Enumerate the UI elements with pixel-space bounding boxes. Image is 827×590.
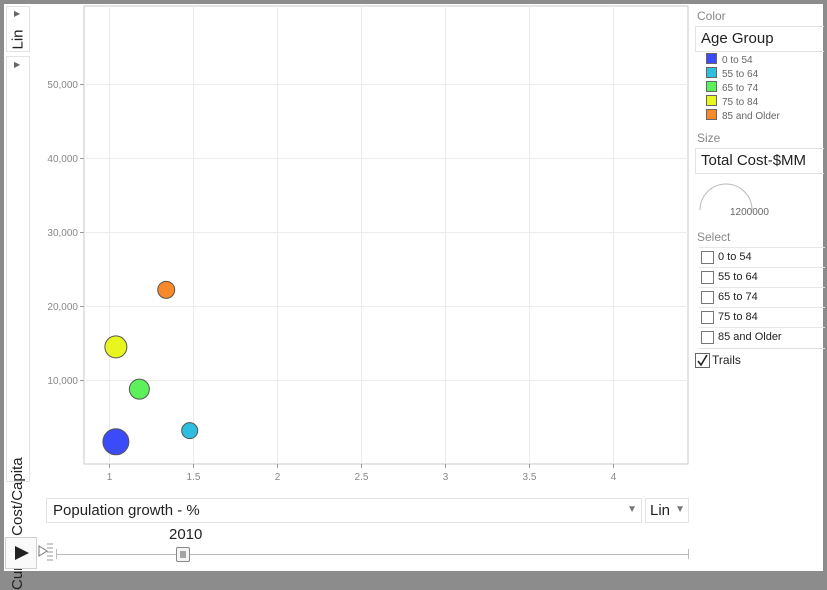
select-checkbox[interactable] <box>701 271 714 284</box>
legend-item[interactable]: 55 to 64 <box>706 67 759 80</box>
size-scale-arc <box>699 183 753 211</box>
y-tick-label: 20,000 <box>47 302 78 313</box>
legend-swatch <box>706 67 717 78</box>
y-tick-label: 50,000 <box>47 80 78 91</box>
legend-item[interactable]: 65 to 74 <box>706 81 759 94</box>
legend-label: 0 to 54 <box>722 55 753 66</box>
select-label: 85 and Older <box>718 331 782 343</box>
select-item[interactable]: 85 and Older <box>699 327 825 347</box>
select-checkbox[interactable] <box>701 291 714 304</box>
x-scale-value: Lin <box>650 502 671 519</box>
x-tick-label: 3 <box>443 472 449 483</box>
legend-item[interactable]: 0 to 54 <box>706 53 753 66</box>
size-heading: Size <box>697 131 721 145</box>
data-point <box>157 280 176 299</box>
select-label: 0 to 54 <box>718 251 752 263</box>
legend-label: 75 to 84 <box>722 97 759 108</box>
data-point <box>128 378 150 400</box>
speed-icon <box>38 543 53 561</box>
y-tick-label: 40,000 <box>47 154 78 165</box>
x-tick-label: 3.5 <box>523 472 537 483</box>
legend-swatch <box>706 109 717 120</box>
legend-swatch <box>706 95 717 106</box>
select-checkbox[interactable] <box>701 331 714 344</box>
size-scale-label: 1200000 <box>730 207 769 218</box>
timeline-track-end-left <box>56 549 57 559</box>
data-point <box>102 428 130 456</box>
check-icon <box>697 354 708 367</box>
timeline-slider-thumb[interactable] <box>176 547 191 562</box>
select-item[interactable]: 55 to 64 <box>699 267 825 287</box>
data-point <box>181 422 199 440</box>
legend-label: 85 and Older <box>722 111 780 122</box>
y-tick-label: 30,000 <box>47 228 78 239</box>
x-tick-label: 1.5 <box>187 472 201 483</box>
chevron-right-icon: ▶ <box>14 9 21 18</box>
y-tick-label: 10,000 <box>47 376 78 387</box>
chevron-down-icon: ▼ <box>675 504 685 515</box>
select-checkbox[interactable] <box>701 251 714 264</box>
y-axis-dropdown[interactable]: ▶ Current Cost/Capita <box>6 56 30 590</box>
select-list-bottom <box>699 348 825 349</box>
speed-control[interactable] <box>38 542 54 562</box>
select-label: 75 to 84 <box>718 311 758 323</box>
x-axis-dropdown[interactable]: Population growth - % ▼ <box>46 498 642 523</box>
legend-label: 55 to 64 <box>722 69 759 80</box>
select-checkbox[interactable] <box>701 311 714 324</box>
motion-chart: ▶ Lin ▶ Current Cost/Capita 10,000 20,000… <box>4 4 825 590</box>
x-tick-label: 2.5 <box>355 472 369 483</box>
color-dropdown[interactable]: Age Group <box>695 26 824 52</box>
timeline-track[interactable] <box>56 554 688 555</box>
x-tick-label: 4 <box>611 472 617 483</box>
play-icon <box>15 546 29 560</box>
scatter-chart: 10,000 20,000 30,000 40,000 50,000 1 1.5 2 2.5 3 3… <box>47 5 689 483</box>
color-dropdown-value: Age Group <box>701 30 774 47</box>
legend-swatch <box>706 53 717 64</box>
trails-label: Trails <box>712 353 741 367</box>
legend-item[interactable]: 85 and Older <box>706 109 780 122</box>
plot-area <box>83 5 689 465</box>
select-item[interactable]: 0 to 54 <box>699 247 825 267</box>
color-heading: Color <box>697 9 726 23</box>
x-tick-label: 2 <box>275 472 281 483</box>
select-label: 55 to 64 <box>718 271 758 283</box>
size-dropdown[interactable]: Total Cost-$MM <box>695 148 824 174</box>
chevron-down-icon: ▼ <box>627 504 637 515</box>
chevron-right-icon: ▶ <box>14 60 21 69</box>
data-point <box>104 335 128 359</box>
trails-checkbox[interactable] <box>695 353 710 368</box>
legend-item[interactable]: 75 to 84 <box>706 95 759 108</box>
select-heading: Select <box>697 230 731 244</box>
x-axis-value: Population growth - % <box>53 502 200 519</box>
y-scale-dropdown[interactable]: ▶ Lin <box>6 6 30 52</box>
timeline-year: 2010 <box>169 526 203 543</box>
size-dropdown-value: Total Cost-$MM <box>701 152 807 169</box>
select-item[interactable]: 75 to 84 <box>699 307 825 327</box>
select-item[interactable]: 65 to 74 <box>699 287 825 307</box>
play-button[interactable] <box>5 537 37 569</box>
select-label: 65 to 74 <box>718 291 758 303</box>
x-scale-dropdown[interactable]: Lin ▼ <box>645 498 689 523</box>
legend-label: 65 to 74 <box>722 83 759 94</box>
x-tick-label: 1 <box>107 472 113 483</box>
timeline-track-end-right <box>688 549 689 559</box>
grip-icon <box>180 551 186 558</box>
legend-swatch <box>706 81 717 92</box>
